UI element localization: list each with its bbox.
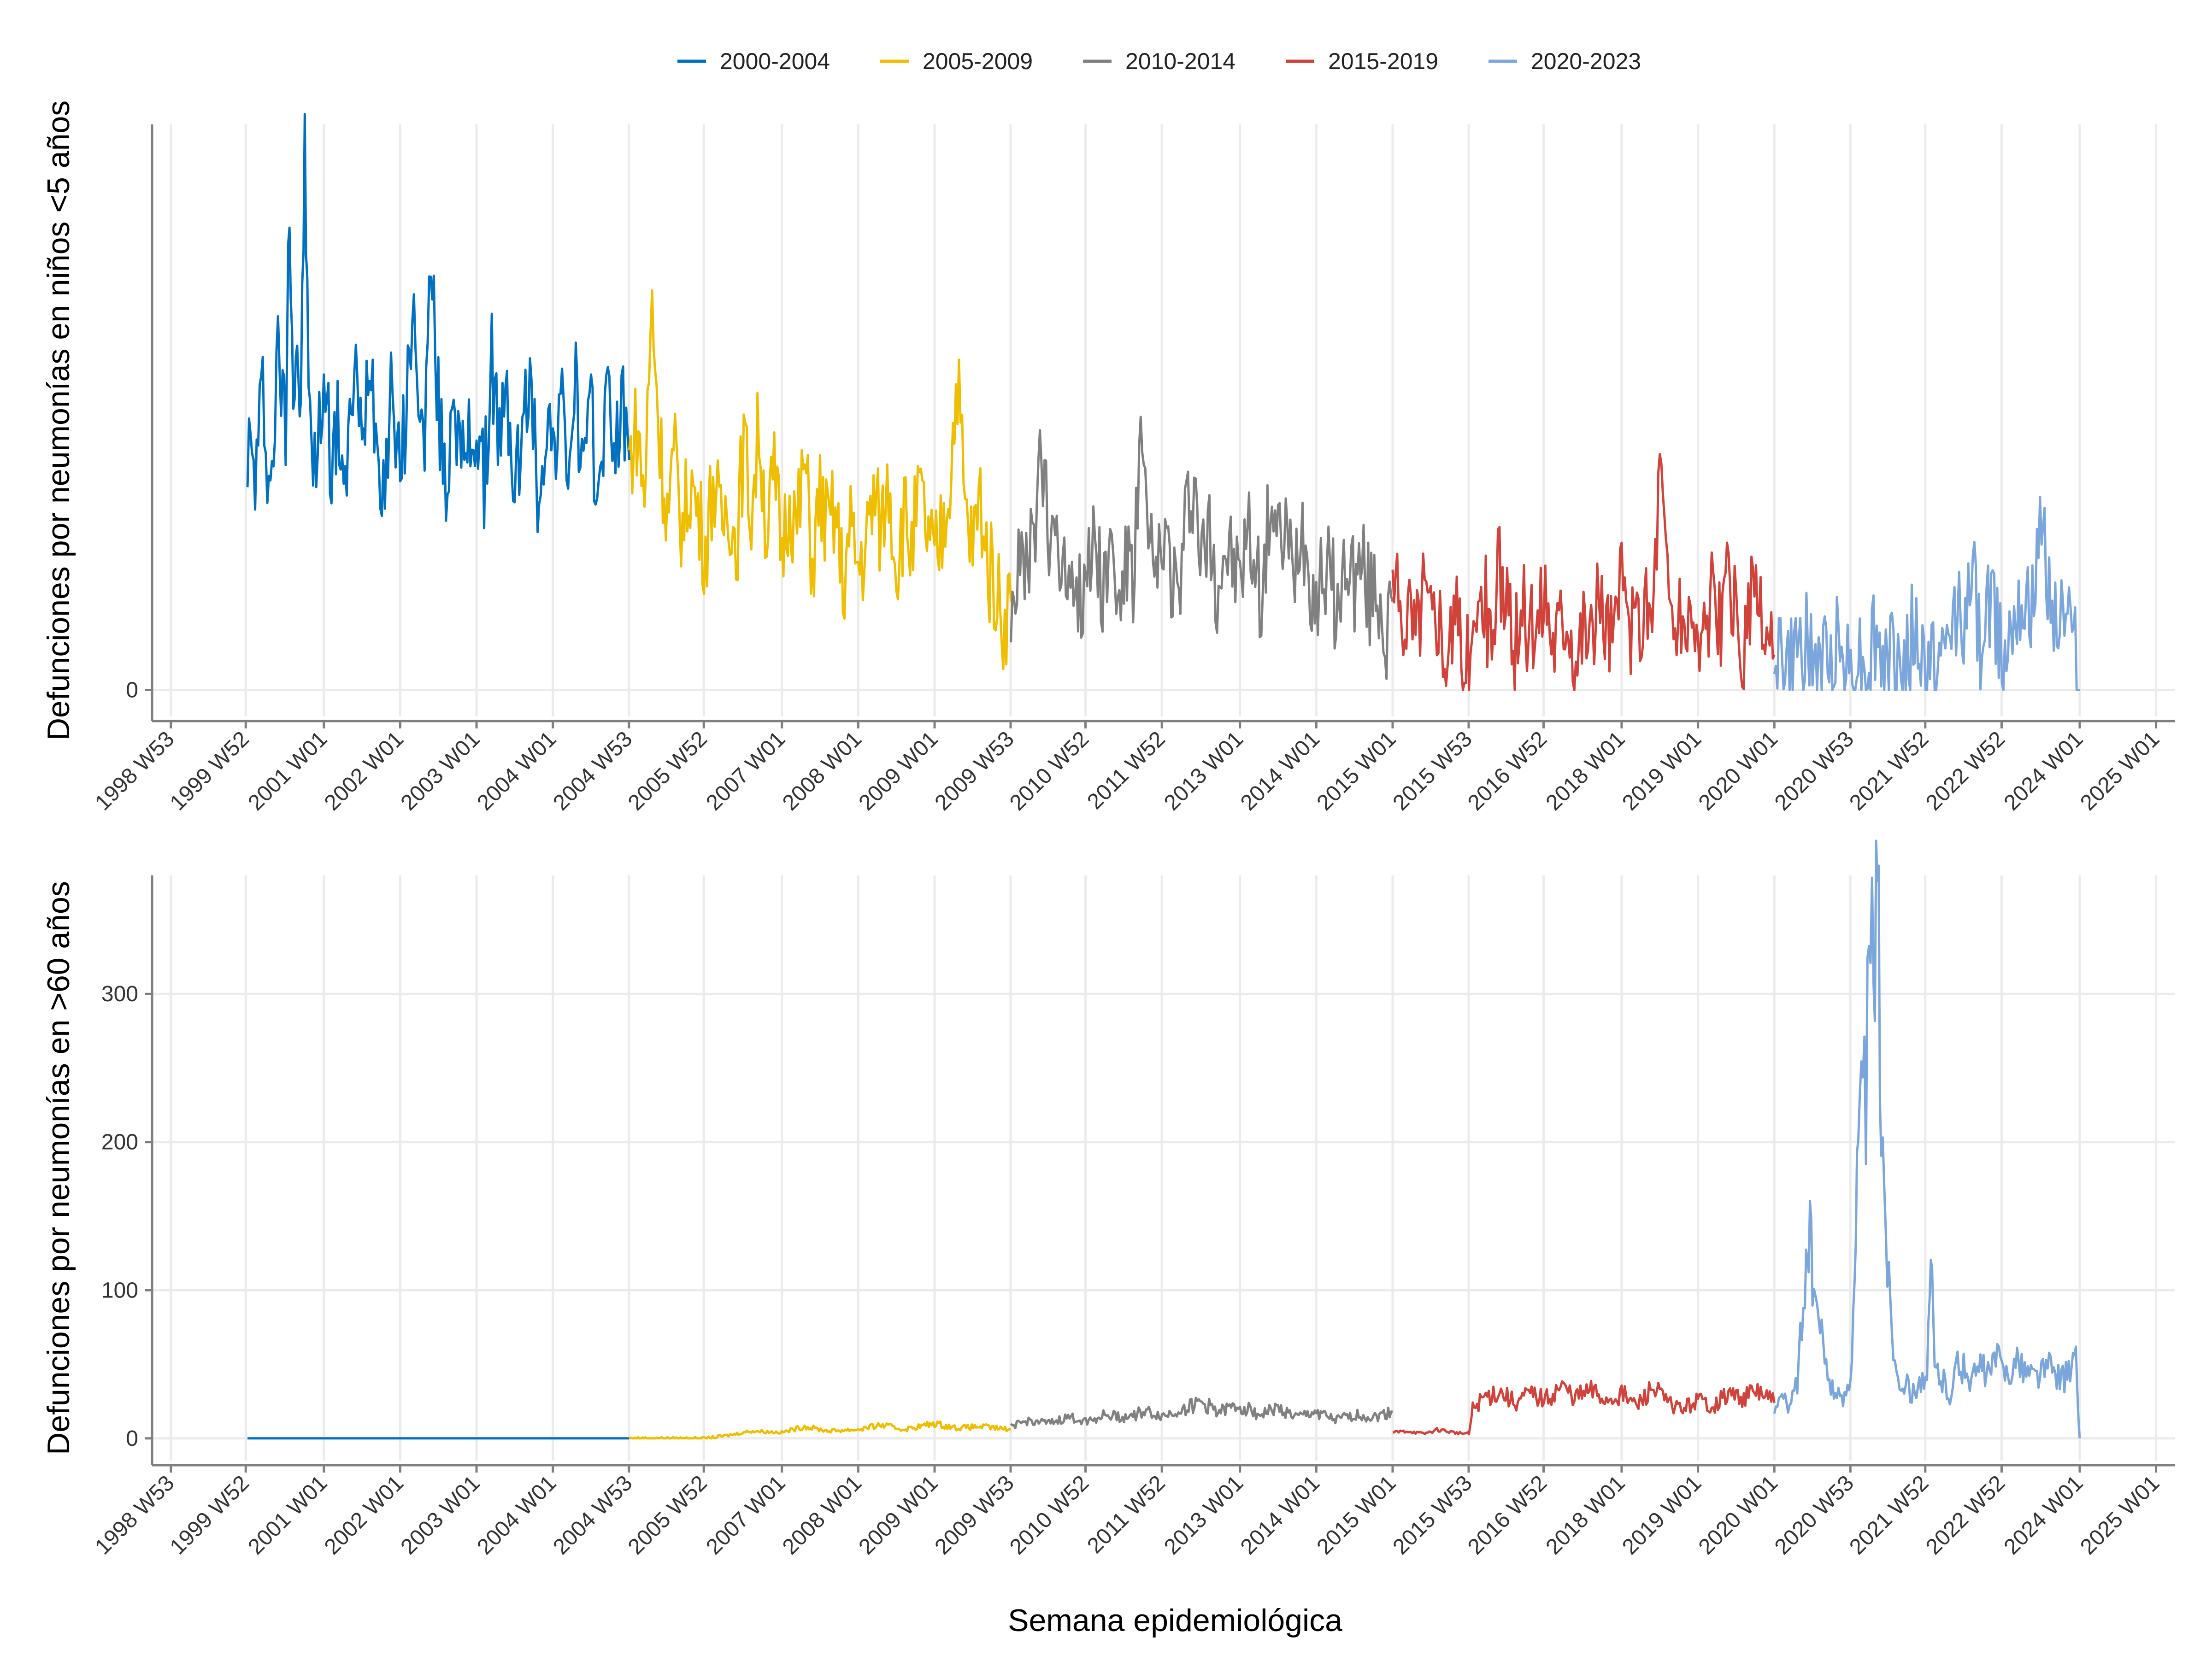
legend-label: 2010-2014 bbox=[1125, 48, 1235, 74]
x-tick-label: 2015 W01 bbox=[1312, 727, 1401, 815]
x-tick-label: 2015 W53 bbox=[1388, 727, 1477, 815]
x-tick-label: 2004 W53 bbox=[548, 727, 637, 815]
x-tick-label: 2008 W01 bbox=[778, 1471, 866, 1559]
legend-item: 2000-2004 bbox=[677, 48, 830, 74]
series-line-2020-2023 bbox=[1773, 496, 2080, 691]
x-tick-label: 2020 W01 bbox=[1694, 727, 1783, 815]
x-tick-label: 2007 W01 bbox=[701, 727, 790, 815]
x-tick-label: 2018 W01 bbox=[1541, 727, 1630, 815]
y-axis-title: Defunciones por neumonías en >60 años bbox=[41, 881, 76, 1455]
x-tick-label: 2020 W01 bbox=[1694, 1471, 1783, 1559]
x-tick-label: 2021 W52 bbox=[1845, 1471, 1933, 1559]
y-tick-label: 0 bbox=[126, 678, 138, 702]
legend-item: 2015-2019 bbox=[1286, 48, 1438, 74]
x-tick-label: 2025 W01 bbox=[2076, 1471, 2164, 1559]
x-tick-label: 2013 W01 bbox=[1159, 727, 1248, 815]
legend-label: 2015-2019 bbox=[1328, 48, 1438, 74]
series-group bbox=[247, 839, 2081, 1440]
y-tick-label: 200 bbox=[101, 1130, 138, 1155]
x-tick-label: 2013 W01 bbox=[1159, 1471, 1248, 1559]
x-tick-label: 1999 W52 bbox=[165, 727, 254, 815]
x-tick-label: 2004 W01 bbox=[472, 1471, 561, 1559]
legend-item: 2020-2023 bbox=[1488, 48, 1641, 74]
x-tick-label: 2021 W52 bbox=[1845, 727, 1933, 815]
x-tick-label: 2016 W52 bbox=[1463, 1471, 1552, 1559]
y-axis-title: Defunciones por neumonías en niños <5 añ… bbox=[41, 100, 76, 740]
x-tick-label: 2020 W53 bbox=[1770, 1471, 1859, 1559]
x-tick-label: 2019 W01 bbox=[1618, 1471, 1706, 1559]
legend-label: 2020-2023 bbox=[1531, 48, 1641, 74]
legend-label: 2000-2004 bbox=[720, 48, 830, 74]
x-tick-label: 2009 W53 bbox=[930, 1471, 1019, 1559]
x-tick-label: 2022 W52 bbox=[1921, 1471, 2010, 1559]
series-group bbox=[246, 113, 2080, 691]
x-tick-label: 2008 W01 bbox=[778, 727, 866, 815]
series-line-2005-2009 bbox=[629, 1420, 1012, 1440]
x-tick-label: 2011 W52 bbox=[1082, 1471, 1170, 1558]
legend-item: 2005-2009 bbox=[880, 48, 1033, 74]
series-line-2015-2019 bbox=[1392, 1379, 1776, 1436]
x-tick-label: 2025 W01 bbox=[2076, 727, 2164, 815]
x-tick-label: 2024 W01 bbox=[2000, 727, 2088, 815]
x-tick-label: 2009 W01 bbox=[854, 727, 943, 815]
x-tick-label: 2002 W01 bbox=[320, 727, 408, 815]
legend-item: 2010-2014 bbox=[1083, 48, 1235, 74]
series-line-2020-2023 bbox=[1773, 839, 2081, 1438]
legend-label: 2005-2009 bbox=[923, 48, 1033, 74]
x-tick-label: 2003 W01 bbox=[396, 727, 485, 815]
x-tick-label: 2001 W01 bbox=[243, 1471, 332, 1559]
grid bbox=[152, 875, 2175, 1461]
x-tick-label: 2016 W52 bbox=[1463, 727, 1552, 815]
y-tick-label: 300 bbox=[101, 982, 138, 1006]
x-tick-label: 2015 W01 bbox=[1312, 1471, 1401, 1559]
x-tick-label: 2007 W01 bbox=[701, 1471, 790, 1559]
legend: 2000-2004 2005-2009 2010-2014 2015-2019 2020… bbox=[677, 48, 1641, 74]
x-tick-label: 2002 W01 bbox=[320, 1471, 408, 1559]
x-tick-label: 2005 W52 bbox=[624, 1471, 712, 1559]
x-tick-label: 2005 W52 bbox=[624, 727, 712, 815]
x-tick-label: 1999 W52 bbox=[165, 1471, 254, 1559]
x-tick-label: 2014 W01 bbox=[1236, 727, 1324, 815]
y-tick-label: 100 bbox=[101, 1278, 138, 1303]
x-tick-label: 2019 W01 bbox=[1618, 727, 1706, 815]
series-line-2010-2014 bbox=[1010, 1397, 1393, 1430]
x-tick-label: 2024 W01 bbox=[2000, 1471, 2088, 1559]
x-tick-label: 2004 W53 bbox=[548, 1471, 637, 1559]
x-tick-label: 2015 W53 bbox=[1388, 1471, 1477, 1559]
x-tick-label: 1998 W53 bbox=[90, 1471, 179, 1559]
x-tick-label: 2009 W53 bbox=[930, 727, 1019, 815]
x-tick-label: 2001 W01 bbox=[243, 727, 332, 815]
x-tick-label: 2014 W01 bbox=[1236, 1471, 1324, 1559]
series-line-2015-2019 bbox=[1391, 453, 1776, 691]
x-tick-label: 2004 W01 bbox=[472, 727, 561, 815]
x-tick-label: 2022 W52 bbox=[1921, 727, 2010, 815]
x-tick-label: 2020 W53 bbox=[1770, 727, 1859, 815]
x-axis-title: Semana epidemiológica bbox=[1008, 1603, 1342, 1638]
grid bbox=[152, 124, 2175, 716]
series-line-2000-2004 bbox=[246, 113, 630, 534]
x-tick-label: 2010 W52 bbox=[1005, 727, 1094, 815]
x-tick-label: 2003 W01 bbox=[396, 1471, 485, 1559]
series-line-2010-2014 bbox=[1010, 416, 1394, 680]
x-tick-label: 2010 W52 bbox=[1005, 1471, 1094, 1559]
x-tick-label: 2009 W01 bbox=[854, 1471, 943, 1559]
y-tick-label: 0 bbox=[126, 1426, 138, 1451]
x-tick-label: 1998 W53 bbox=[90, 727, 179, 815]
x-tick-label: 2011 W52 bbox=[1082, 727, 1170, 814]
x-tick-label: 2018 W01 bbox=[1541, 1471, 1630, 1559]
series-line-2005-2009 bbox=[628, 289, 1012, 670]
